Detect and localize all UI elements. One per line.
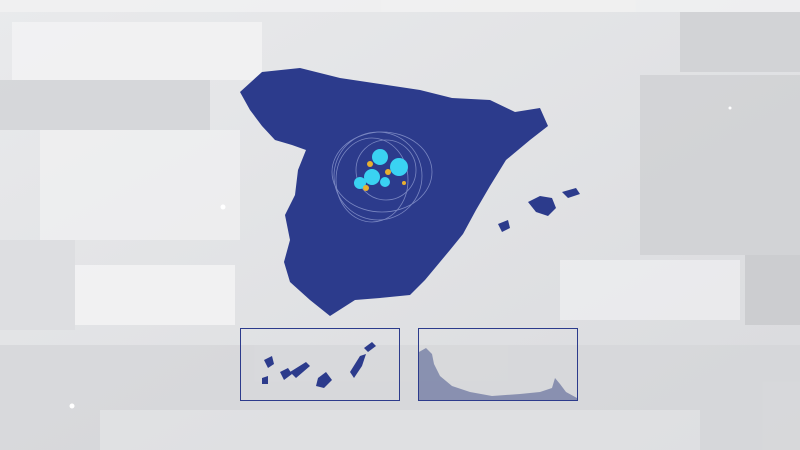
ring <box>331 131 433 213</box>
marker <box>402 181 406 185</box>
panel <box>640 75 800 255</box>
panel <box>745 255 800 325</box>
sparkles <box>69 106 732 409</box>
marker <box>380 177 390 187</box>
island <box>262 376 268 384</box>
ring <box>355 139 417 201</box>
marker <box>354 177 366 189</box>
island <box>290 362 310 378</box>
inset-frame <box>240 328 400 401</box>
island <box>280 368 292 380</box>
markers <box>354 149 408 191</box>
sparkle <box>69 403 75 409</box>
island <box>264 356 274 368</box>
marker <box>363 185 369 191</box>
island <box>350 354 366 378</box>
mainland <box>240 68 548 316</box>
marker <box>385 169 391 175</box>
ring <box>335 137 409 223</box>
inset-frame <box>418 328 578 401</box>
panel <box>680 12 800 72</box>
spain-map <box>240 68 580 316</box>
marker <box>367 161 373 167</box>
island <box>528 196 556 216</box>
canary-inset <box>240 328 400 401</box>
sparkle <box>220 204 226 210</box>
panel <box>12 22 262 80</box>
island <box>316 372 332 388</box>
marker <box>390 158 408 176</box>
marker <box>372 149 388 165</box>
panel <box>0 80 210 130</box>
coast <box>419 348 577 400</box>
panel <box>0 240 75 330</box>
island <box>364 342 376 352</box>
panel <box>560 260 740 320</box>
panel <box>75 265 235 325</box>
coast-inset <box>418 328 578 401</box>
canary-islands <box>262 342 376 388</box>
island <box>562 188 580 198</box>
rings <box>331 131 433 223</box>
panel <box>40 130 240 240</box>
panel <box>100 410 700 450</box>
island <box>498 220 510 232</box>
sparkle <box>728 106 732 110</box>
marker <box>364 169 380 185</box>
panel <box>0 0 800 12</box>
